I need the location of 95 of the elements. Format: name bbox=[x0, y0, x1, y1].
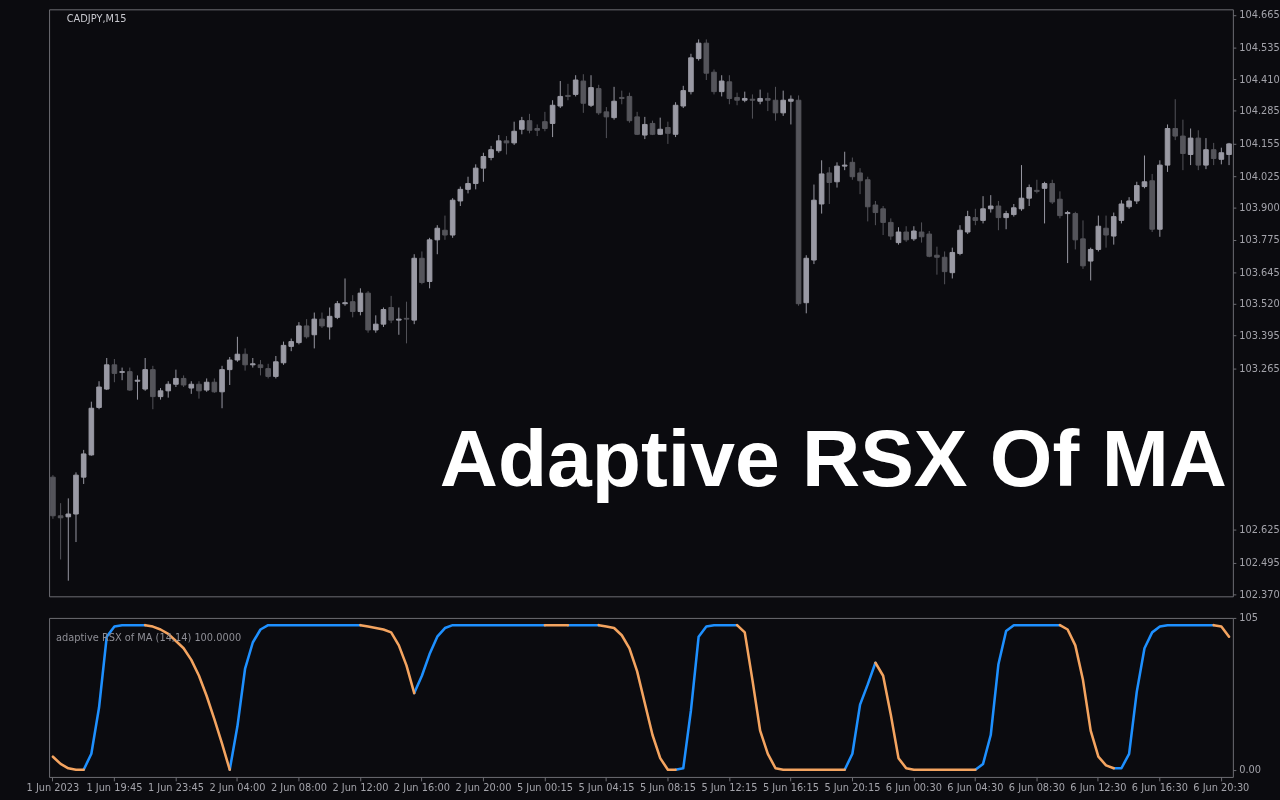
x-tick-label: 5 Jun 00:15 bbox=[516, 782, 573, 794]
x-tick-label: 6 Jun 12:30 bbox=[1070, 782, 1127, 794]
candlestick bbox=[1134, 181, 1140, 205]
candlestick bbox=[888, 217, 894, 241]
candlestick bbox=[1011, 203, 1017, 218]
candlestick bbox=[273, 355, 279, 379]
candlestick bbox=[657, 117, 663, 136]
candlestick bbox=[349, 294, 356, 318]
candlestick bbox=[726, 74, 733, 105]
x-tick-label: 6 Jun 08:30 bbox=[1008, 782, 1065, 794]
x-tick-label: 2 Jun 08:00 bbox=[270, 782, 327, 794]
y-tick-label: 103.645 bbox=[1239, 266, 1280, 278]
candlestick bbox=[142, 357, 148, 392]
y-tick-label: 104.285 bbox=[1239, 105, 1280, 117]
candlestick bbox=[1041, 181, 1048, 224]
candlestick bbox=[1195, 129, 1202, 171]
candlestick bbox=[188, 380, 195, 395]
chart-subtitle: CADJPY,M15 bbox=[66, 13, 127, 25]
candlestick bbox=[249, 357, 256, 369]
candlestick bbox=[103, 357, 110, 391]
candlestick bbox=[642, 116, 648, 140]
y-tick-label: 0.00 bbox=[1239, 764, 1262, 776]
candlestick bbox=[519, 116, 525, 135]
candlestick bbox=[127, 367, 133, 392]
y-tick-label: 103.395 bbox=[1239, 329, 1280, 341]
candlestick bbox=[495, 134, 502, 154]
candlestick bbox=[65, 497, 72, 582]
candlestick bbox=[303, 318, 310, 340]
y-tick-label: 103.900 bbox=[1239, 202, 1280, 214]
candlestick bbox=[1026, 184, 1032, 207]
candlestick bbox=[503, 135, 510, 155]
candlestick bbox=[741, 91, 748, 103]
candlestick bbox=[1210, 142, 1217, 166]
y-tick-label: 103.775 bbox=[1239, 234, 1280, 246]
y-tick-label: 104.665 bbox=[1239, 9, 1280, 21]
candlestick bbox=[203, 377, 210, 393]
candlestick bbox=[534, 123, 540, 137]
candlestick bbox=[396, 307, 402, 336]
y-tick-label: 104.155 bbox=[1239, 138, 1280, 150]
x-tick-label: 2 Jun 04:00 bbox=[209, 782, 266, 794]
candlestick bbox=[372, 314, 379, 334]
candlestick bbox=[818, 159, 825, 215]
x-tick-label: 6 Jun 16:30 bbox=[1131, 782, 1188, 794]
candlestick bbox=[288, 338, 295, 352]
x-tick-label: 2 Jun 12:00 bbox=[332, 782, 389, 794]
candlestick bbox=[972, 208, 979, 226]
candlestick bbox=[265, 363, 271, 379]
x-tick-label: 5 Jun 16:15 bbox=[762, 782, 819, 794]
x-tick-label: 5 Jun 08:15 bbox=[639, 782, 696, 794]
candlestick bbox=[987, 194, 994, 214]
candlestick bbox=[411, 253, 418, 325]
x-tick-label: 5 Jun 04:15 bbox=[578, 782, 635, 794]
candlestick bbox=[111, 358, 118, 383]
y-tick-label: 102.625 bbox=[1239, 524, 1280, 536]
candlestick bbox=[841, 151, 848, 171]
candlestick bbox=[311, 312, 318, 349]
x-tick-label: 2 Jun 16:00 bbox=[393, 782, 450, 794]
y-tick-label: 104.410 bbox=[1239, 73, 1280, 85]
candlestick bbox=[826, 166, 833, 205]
x-tick-label: 1 Jun 2023 bbox=[26, 782, 80, 794]
candlestick bbox=[718, 74, 725, 97]
candlestick bbox=[749, 93, 756, 120]
candlestick bbox=[1149, 173, 1155, 233]
y-tick-label: 105 bbox=[1239, 612, 1258, 624]
candlestick bbox=[703, 38, 710, 81]
candlestick bbox=[1218, 147, 1225, 165]
candlestick bbox=[995, 200, 1002, 231]
candlestick bbox=[964, 210, 971, 235]
candlestick bbox=[580, 73, 587, 114]
x-tick-label: 2 Jun 20:00 bbox=[455, 782, 512, 794]
candlestick bbox=[1172, 98, 1179, 141]
y-tick-label: 102.495 bbox=[1239, 557, 1280, 569]
candlestick bbox=[1187, 128, 1194, 166]
candlestick bbox=[357, 287, 364, 316]
y-tick-label: 104.535 bbox=[1239, 42, 1280, 54]
y-tick-label: 104.025 bbox=[1239, 170, 1280, 182]
candlestick bbox=[1064, 210, 1071, 264]
x-tick-label: 1 Jun 23:45 bbox=[147, 782, 204, 794]
candlestick bbox=[1049, 179, 1056, 205]
candlestick bbox=[180, 374, 187, 388]
candlestick bbox=[572, 74, 579, 97]
text: Adaptive RSX Of MA bbox=[439, 413, 1227, 504]
x-tick-label: 6 Jun 00:30 bbox=[885, 782, 942, 794]
y-tick-label: 102.370 bbox=[1239, 588, 1280, 600]
y-tick-label: 103.265 bbox=[1239, 362, 1280, 374]
candlestick bbox=[765, 92, 771, 112]
candlestick bbox=[388, 295, 394, 324]
x-tick-label: 6 Jun 04:30 bbox=[947, 782, 1004, 794]
candlestick bbox=[903, 225, 909, 243]
x-tick-label: 6 Jun 20:30 bbox=[1193, 782, 1250, 794]
candlestick bbox=[57, 502, 64, 560]
x-tick-label: 1 Jun 19:45 bbox=[86, 782, 143, 794]
x-tick-label: 5 Jun 20:15 bbox=[824, 782, 881, 794]
x-tick-label: 5 Jun 12:15 bbox=[701, 782, 758, 794]
y-tick-label: 103.520 bbox=[1239, 298, 1280, 310]
